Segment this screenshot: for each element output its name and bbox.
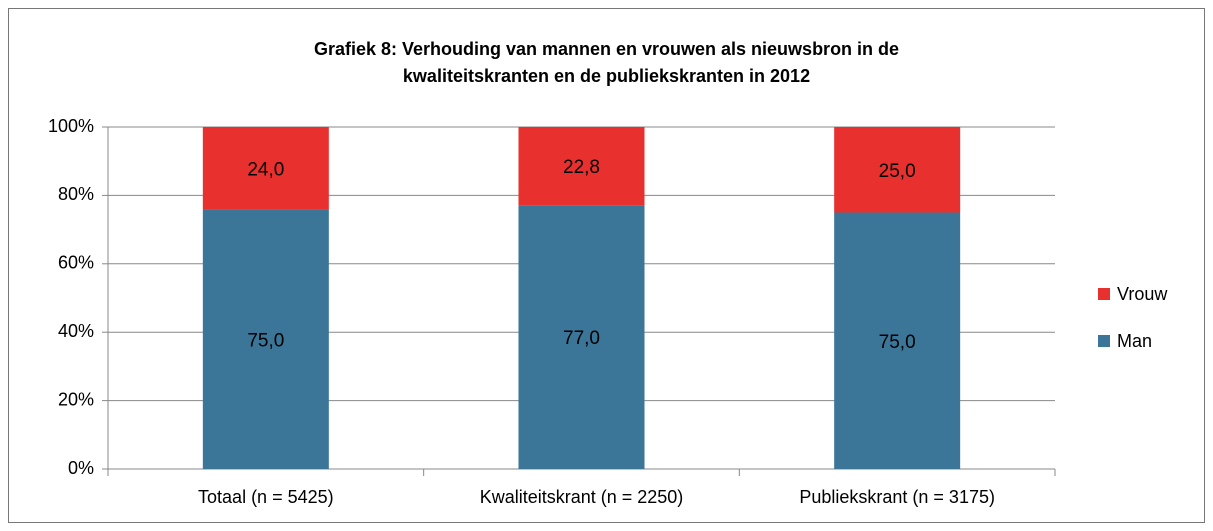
bar-segment	[834, 212, 961, 469]
y-tick-label: 100%	[48, 116, 94, 136]
chart-title: Grafiek 8: Verhouding van mannen en vrou…	[313, 39, 900, 86]
x-tick-label: Kwaliteitskrant (n = 2250)	[480, 487, 684, 507]
legend-label: Man	[1117, 331, 1152, 351]
bar-segment	[518, 127, 645, 206]
x-tick-label: Totaal (n = 5425)	[198, 487, 334, 507]
data-label: 75,0	[879, 332, 916, 353]
x-tick-label: Publiekskrant (n = 3175)	[799, 487, 995, 507]
bar-segment	[834, 127, 961, 213]
bar-segment	[202, 209, 329, 469]
data-label: 77,0	[563, 328, 600, 349]
y-tick-label: 40%	[58, 321, 94, 341]
y-tick-label: 60%	[58, 253, 94, 273]
data-label: 22,8	[563, 157, 600, 178]
data-label: 75,0	[247, 330, 284, 351]
legend-swatch	[1098, 288, 1110, 300]
bar-segment	[202, 127, 329, 210]
data-label: 24,0	[247, 159, 284, 180]
legend-label: Vrouw	[1117, 284, 1168, 304]
y-tick-label: 20%	[58, 389, 94, 409]
legend-swatch	[1098, 335, 1110, 347]
title-box: Grafiek 8: Verhouding van mannen en vrou…	[0, 36, 1213, 90]
y-tick-label: 80%	[58, 184, 94, 204]
y-tick-label: 0%	[68, 458, 94, 478]
data-label: 25,0	[879, 161, 916, 182]
bar-segment	[518, 205, 645, 469]
